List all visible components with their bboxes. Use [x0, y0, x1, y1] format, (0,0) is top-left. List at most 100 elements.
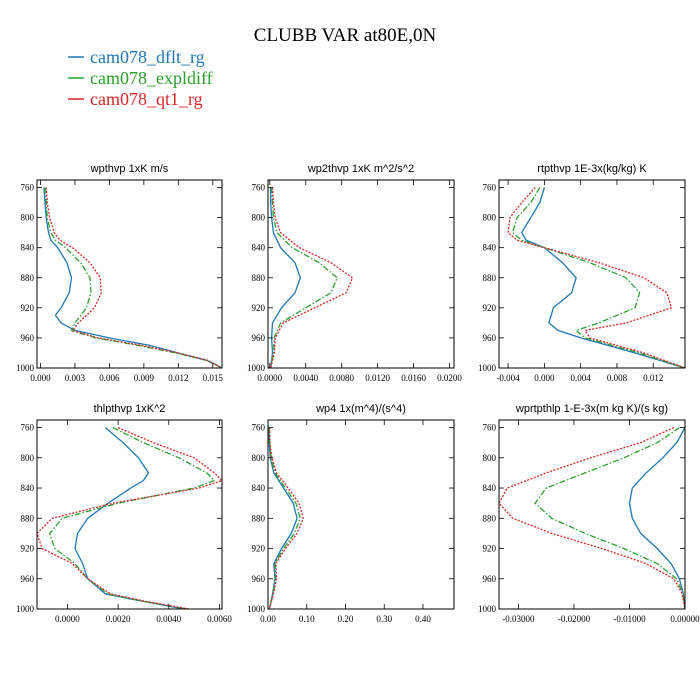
series-line-2	[44, 187, 222, 368]
x-tick-label: 0.0040	[293, 373, 318, 383]
y-tick-label: 920	[252, 544, 266, 554]
y-tick-label: 960	[252, 574, 266, 584]
panel-5: wp4 1x(m^4)/(s^4)76080084088092096010000…	[247, 403, 455, 624]
y-tick-label: 880	[21, 513, 35, 523]
series-line-1	[43, 187, 222, 368]
y-tick-label: 840	[483, 243, 497, 253]
y-tick-label: 960	[483, 333, 497, 343]
panel-title: rtpthvp 1E-3x(kg/kg) K	[537, 163, 647, 175]
y-tick-label: 800	[252, 213, 266, 223]
series-line-2	[534, 427, 685, 609]
y-tick-label: 920	[483, 303, 497, 313]
panels: wpthvp 1xK m/s76080084088092096010000.00…	[16, 163, 700, 624]
x-tick-label: 0.009	[134, 373, 155, 383]
plot-frame	[267, 179, 455, 369]
panel-1: wpthvp 1xK m/s76080084088092096010000.00…	[16, 163, 223, 383]
x-tick-label: -0.004	[496, 373, 520, 383]
x-tick-label: 0.10	[299, 614, 315, 624]
x-tick-label: 0.0060	[207, 614, 232, 624]
x-tick-label: -0.03000	[502, 614, 535, 624]
x-tick-label: 0.003	[65, 373, 86, 383]
x-tick-label: 0.012	[643, 373, 663, 383]
x-tick-label: 0.00	[260, 614, 276, 624]
x-tick-label: 0.20	[338, 614, 354, 624]
x-tick-label: 0.0200	[437, 373, 462, 383]
x-tick-label: 0.012	[168, 373, 188, 383]
x-tick-label: 0.0160	[401, 373, 426, 383]
y-tick-label: 960	[21, 333, 35, 343]
figure-title: CLUBB VAR at80E,0N	[254, 25, 437, 46]
y-tick-label: 760	[21, 423, 35, 433]
x-tick-label: 0.000	[534, 373, 555, 383]
y-tick-label: 960	[21, 574, 35, 584]
y-tick-label: 840	[21, 483, 35, 493]
panel-title: wp2thvp 1xK m^2/s^2	[307, 163, 414, 175]
legend-label-dflt: cam078_dflt_rg	[90, 47, 205, 67]
y-tick-label: 760	[252, 183, 266, 193]
series-line-3	[268, 427, 304, 609]
y-tick-label: 880	[483, 513, 497, 523]
plot-frame	[36, 419, 223, 610]
y-tick-label: 800	[21, 213, 35, 223]
panel-2: wp2thvp 1xK m^2/s^2 760 800 840 880 920 960 100…	[247, 163, 462, 383]
y-tick-label: 800	[483, 213, 497, 223]
series-line-3	[45, 187, 222, 368]
y-tick-label: 1000	[247, 604, 266, 614]
x-tick-label: 0.30	[376, 614, 392, 624]
series-line-3	[507, 187, 685, 368]
y-tick-label: 800	[21, 453, 35, 463]
y-tick-label: 920	[252, 303, 266, 313]
y-tick-label: 880	[21, 273, 35, 283]
plot-frame	[267, 419, 455, 610]
y-tick-label: 1000	[478, 604, 497, 614]
series-line-1	[270, 187, 301, 368]
y-tick-label: 1000	[16, 604, 35, 614]
series-line-2	[270, 187, 338, 368]
y-tick-label: 920	[21, 303, 35, 313]
y-tick-label: 760	[21, 183, 35, 193]
panel-title: thlpthvp 1xK^2	[94, 403, 166, 415]
series-line-1	[74, 427, 185, 609]
x-tick-label: 0.0080	[329, 373, 354, 383]
x-tick-label: 0.0020	[106, 614, 131, 624]
y-tick-label: 840	[483, 483, 497, 493]
y-tick-label: 920	[483, 544, 497, 554]
panel-title: wp4 1x(m^4)/(s^4)	[315, 403, 406, 415]
y-tick-label: 800	[252, 453, 266, 463]
plot-frame	[498, 179, 686, 369]
plot-frame	[498, 419, 686, 610]
panel-4: thlpthvp 1xK^2 760 800 840 880 920 960 1000 0.00…	[16, 403, 232, 624]
y-tick-label: 840	[252, 483, 266, 493]
x-tick-label: 0.006	[99, 373, 120, 383]
x-tick-label: 0.0000	[55, 614, 80, 624]
legend-label-qt1: cam078_qt1_rg	[90, 89, 203, 109]
y-tick-label: 760	[252, 423, 266, 433]
y-tick-label: 840	[21, 243, 35, 253]
y-tick-label: 1000	[16, 363, 35, 373]
y-tick-label: 760	[483, 423, 497, 433]
x-tick-label: 0.0000	[257, 373, 282, 383]
y-tick-label: 840	[252, 243, 266, 253]
series-line-2	[268, 427, 301, 609]
series-line-3	[37, 427, 222, 609]
y-tick-label: 760	[483, 183, 497, 193]
plot-frame	[36, 179, 223, 369]
series-line-2	[511, 187, 685, 368]
x-tick-label: 0.0040	[156, 614, 181, 624]
panel-title: wpthvp 1xK m/s	[90, 163, 169, 175]
y-tick-label: 880	[483, 273, 497, 283]
legend-label-expldiff: cam078_expldiff	[90, 68, 213, 88]
y-tick-label: 1000	[247, 363, 266, 373]
x-tick-label: 0.000	[30, 373, 51, 383]
series-line-2	[48, 427, 216, 609]
x-tick-label: 0.40	[415, 614, 431, 624]
y-tick-label: 920	[21, 544, 35, 554]
panel-title: wprtpthlp 1-E-3x(m kg K)/(s kg)	[515, 403, 668, 415]
panel-6: wprtpthlp 1-E-3x(m kg K)/(s kg) 760 800 840…	[478, 403, 700, 624]
series-line-3	[270, 187, 354, 368]
x-tick-label: -0.02000	[558, 614, 591, 624]
x-tick-label: 0.015	[203, 373, 224, 383]
x-tick-label: -0.01000	[613, 614, 646, 624]
panel-3: rtpthvp 1E-3x(kg/kg) K 760 800 840 880 920 960…	[478, 163, 686, 383]
legend: cam078_dflt_rg cam078_expldiff cam078_qt…	[68, 47, 213, 109]
